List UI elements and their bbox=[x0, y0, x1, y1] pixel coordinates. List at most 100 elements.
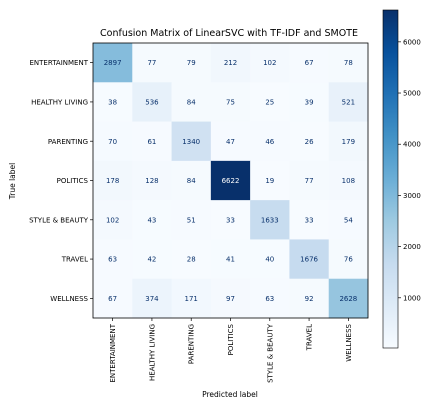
heatmap-cell bbox=[289, 200, 330, 240]
cell-value-label: 92 bbox=[305, 295, 314, 303]
colorbar-ticks: 1000 2000 3000 4000 5000 6000 bbox=[398, 38, 421, 302]
heatmap-cell bbox=[93, 160, 133, 201]
cell-value-label: 19 bbox=[265, 177, 274, 185]
heatmap-cell bbox=[328, 200, 369, 240]
y-tick-label: HEALTHY LIVING bbox=[31, 99, 88, 107]
heatmap-cell bbox=[171, 200, 212, 240]
cell-value-label: 33 bbox=[226, 216, 235, 224]
cell-value-label: 521 bbox=[342, 99, 355, 107]
heatmap-cell bbox=[210, 160, 251, 201]
heatmap-cell bbox=[328, 121, 369, 162]
colorbar-tick-label: 3000 bbox=[403, 192, 421, 200]
heatmap-cell bbox=[328, 239, 369, 280]
heatmap-cell bbox=[132, 278, 172, 319]
cell-value-label: 179 bbox=[342, 138, 355, 146]
cell-value-label: 63 bbox=[265, 295, 274, 303]
cell-value-label: 67 bbox=[108, 295, 117, 303]
cell-value-label: 42 bbox=[147, 256, 156, 264]
cell-value-label: 75 bbox=[226, 99, 235, 107]
x-axis-label: Predicted label bbox=[202, 390, 258, 399]
cell-value-label: 25 bbox=[265, 99, 274, 107]
heatmap-cell bbox=[250, 239, 290, 280]
heatmap-cell bbox=[289, 43, 330, 83]
x-tick-label: ENTERTAINMENT bbox=[109, 323, 117, 382]
heatmap-cell bbox=[289, 278, 330, 319]
cell-value-label: 6622 bbox=[222, 177, 240, 185]
cell-value-label: 61 bbox=[147, 138, 156, 146]
cell-value-label: 374 bbox=[145, 295, 159, 303]
cell-value-label: 1676 bbox=[300, 256, 318, 264]
cell-value-label: 46 bbox=[265, 138, 274, 146]
heatmap-cell bbox=[289, 82, 330, 122]
y-tick-label: WELLNESS bbox=[50, 295, 88, 303]
y-tick-label: POLITICS bbox=[57, 177, 89, 185]
cell-value-label: 51 bbox=[187, 216, 196, 224]
heatmap-cell bbox=[132, 43, 172, 83]
cell-value-label: 84 bbox=[187, 177, 196, 185]
heatmap-cell bbox=[132, 200, 172, 240]
cell-value-label: 70 bbox=[108, 138, 117, 146]
colorbar bbox=[382, 9, 399, 349]
cell-value-label: 97 bbox=[226, 295, 235, 303]
heatmap-cell bbox=[171, 239, 212, 280]
cell-value-label: 54 bbox=[344, 216, 353, 224]
heatmap-cell bbox=[250, 121, 290, 162]
colorbar-tick-label: 2000 bbox=[403, 243, 421, 251]
cell-value-label: 128 bbox=[145, 177, 158, 185]
cell-value-label: 40 bbox=[265, 256, 274, 264]
heatmap-cell bbox=[210, 200, 251, 240]
x-axis-ticks: ENTERTAINMENT HEALTHY LIVING PARENTING POLI… bbox=[109, 318, 353, 383]
heatmap-cell bbox=[171, 278, 212, 319]
cell-value-label: 78 bbox=[344, 59, 353, 67]
y-tick-label: TRAVEL bbox=[61, 256, 88, 264]
cell-value-label: 178 bbox=[106, 177, 119, 185]
heatmap-cell bbox=[328, 43, 369, 83]
x-tick-label: STYLE & BEAUTY bbox=[266, 323, 274, 383]
cell-value-label: 33 bbox=[305, 216, 314, 224]
heatmap-cell bbox=[328, 160, 369, 201]
cell-value-label: 26 bbox=[305, 138, 314, 146]
heatmap-cell bbox=[250, 43, 290, 83]
x-tick-label: WELLNESS bbox=[345, 323, 353, 361]
cell-value-label: 79 bbox=[187, 59, 196, 67]
heatmap-cell bbox=[93, 239, 133, 280]
heatmap-cell bbox=[289, 160, 330, 201]
heatmap-cell bbox=[132, 160, 172, 201]
y-axis-label: True label bbox=[8, 163, 17, 200]
heatmap-cell bbox=[93, 278, 133, 319]
heatmap-cell bbox=[93, 121, 133, 162]
x-tick-label: TRAVEL bbox=[306, 324, 314, 351]
heatmap-cell bbox=[250, 278, 290, 319]
cell-value-label: 77 bbox=[305, 177, 314, 185]
heatmap-cell bbox=[210, 43, 251, 83]
cell-value-label: 77 bbox=[147, 59, 156, 67]
cell-value-label: 2897 bbox=[104, 59, 122, 67]
cell-value-label: 536 bbox=[145, 99, 159, 107]
heatmap-cell bbox=[210, 239, 251, 280]
cell-value-label: 171 bbox=[185, 295, 198, 303]
heatmap-cell bbox=[289, 121, 330, 162]
y-tick-label: PARENTING bbox=[48, 138, 88, 146]
heatmap-cell bbox=[210, 121, 251, 162]
cell-value-label: 108 bbox=[342, 177, 355, 185]
heatmap-cell bbox=[171, 160, 212, 201]
cell-value-label: 76 bbox=[344, 256, 353, 264]
chart-title: Confusion Matrix of LinearSVC with TF-ID… bbox=[100, 28, 358, 39]
cell-value-label: 212 bbox=[224, 59, 237, 67]
cell-value-label: 1340 bbox=[182, 138, 200, 146]
y-tick-label: ENTERTAINMENT bbox=[29, 59, 88, 67]
x-tick-label: HEALTHY LIVING bbox=[148, 324, 156, 381]
x-tick-label: POLITICS bbox=[227, 323, 235, 355]
colorbar-tick-label: 6000 bbox=[403, 38, 421, 46]
heatmap-cell bbox=[93, 200, 133, 240]
heatmap-cell bbox=[328, 82, 369, 122]
cell-value-label: 43 bbox=[147, 216, 156, 224]
heatmap-cell bbox=[250, 160, 290, 201]
heatmap-cell bbox=[132, 82, 172, 122]
heatmap-cell bbox=[328, 278, 369, 319]
y-tick-label: STYLE & BEAUTY bbox=[29, 216, 89, 224]
heatmap-cell bbox=[210, 82, 251, 122]
cell-value-label: 67 bbox=[305, 59, 314, 67]
